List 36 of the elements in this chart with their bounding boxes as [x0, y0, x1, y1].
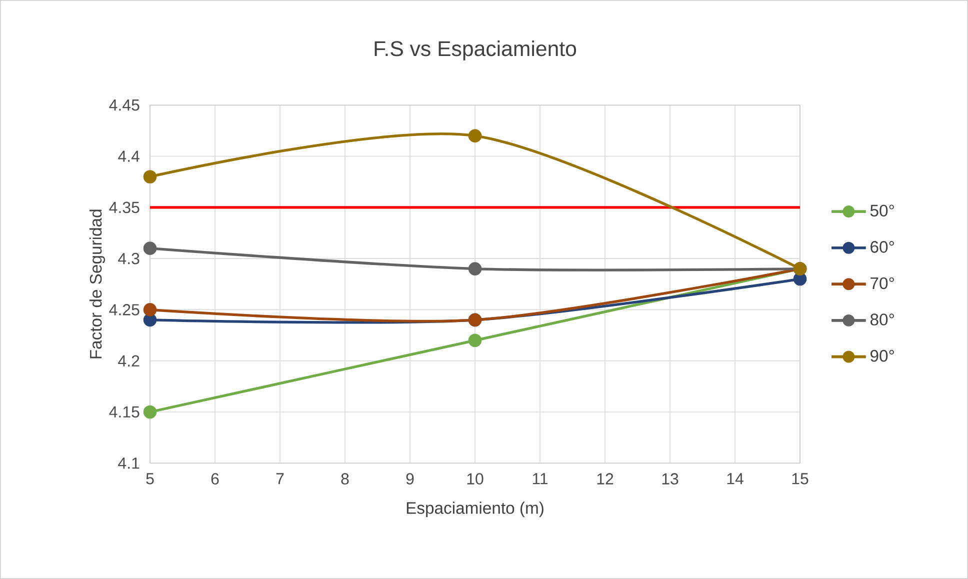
legend-label: 80°: [870, 314, 894, 326]
x-tick-label: 11: [532, 473, 548, 484]
x-tick-label: 14: [727, 473, 744, 484]
point: [143, 313, 157, 327]
y-tick-label: 4.25: [109, 304, 140, 316]
point: [793, 272, 807, 286]
legend-label: 60°: [870, 241, 894, 253]
point: [143, 170, 157, 184]
x-tick-label: 13: [662, 473, 678, 484]
legend-label: 90°: [870, 350, 894, 362]
point: [143, 242, 157, 255]
chart-title: F.S vs Espaciamiento: [374, 40, 576, 60]
x-tick-label: 5: [146, 473, 154, 484]
legend-label: 70°: [870, 277, 894, 290]
point: [468, 334, 482, 348]
point: [143, 303, 157, 316]
point: [468, 262, 482, 276]
y-tick-label: 4.15: [109, 406, 140, 418]
x-axis-title: Espaciamiento (m): [406, 502, 544, 518]
x-tick-label: 15: [792, 473, 808, 484]
x-tick-label: 10: [467, 473, 484, 484]
x-tick-label: 8: [341, 473, 349, 484]
y-tick-label: 4.4: [118, 150, 140, 162]
point: [468, 129, 482, 142]
x-tick-label: 12: [597, 473, 614, 484]
legend-label: 50°: [870, 204, 894, 217]
y-tick-label: 4.3: [118, 252, 140, 264]
y-axis-title: Factor de Seguridad: [89, 210, 105, 358]
y-tick-label: 4.1: [118, 458, 140, 469]
y-tick-label: 4.35: [109, 202, 140, 214]
y-tick-label: 4.2: [118, 355, 140, 366]
x-tick-label: 9: [406, 473, 414, 484]
x-tick-label: 7: [276, 473, 284, 484]
x-tick-label: 6: [211, 473, 219, 484]
point: [143, 405, 157, 419]
y-tick-label: 4.45: [109, 100, 140, 111]
